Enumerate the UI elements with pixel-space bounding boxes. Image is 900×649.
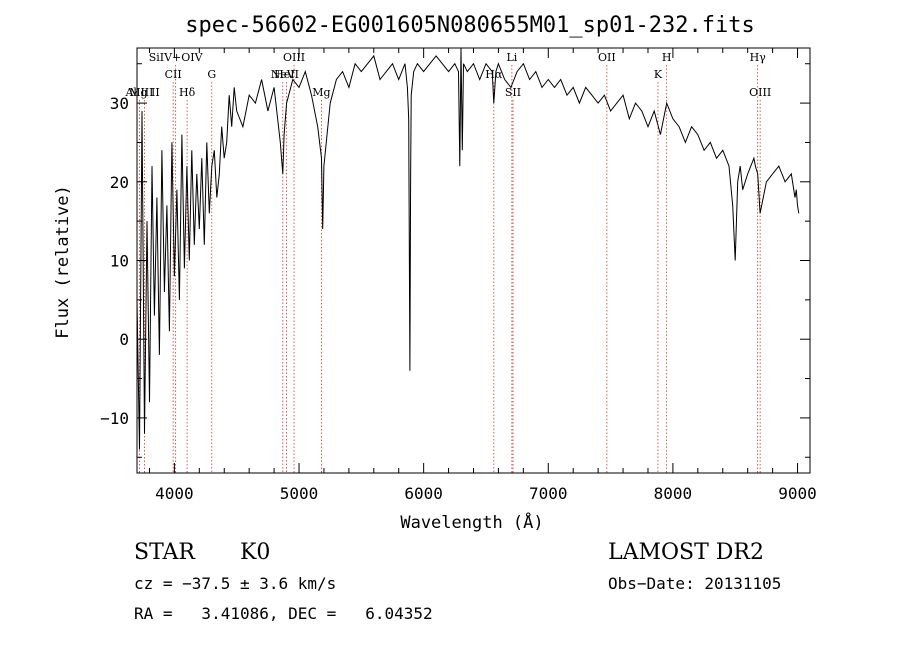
marker-label: OII: [598, 51, 616, 64]
y-tick-label: 0: [119, 330, 129, 349]
marker-label: OIII: [283, 51, 305, 64]
marker-label: H: [662, 51, 672, 64]
coordinates: RA = 3.41086, DEC = 6.04352: [134, 604, 433, 623]
chart-title: spec-56602-EG001605N080655M01_sp01-232.f…: [185, 13, 755, 38]
marker-label: Hδ: [179, 86, 196, 99]
marker-label: SiIV+OIV: [149, 51, 204, 64]
marker-label: K: [654, 68, 663, 81]
marker-label: NeV: [271, 68, 296, 81]
y-tick-label: −10: [100, 409, 129, 428]
spectrum-line: [136, 47, 800, 450]
marker-label: OIII: [749, 86, 771, 99]
marker-label: Mg II: [129, 86, 160, 99]
marker-label: Al III: [124, 86, 153, 99]
y-axis: −10 0 10 20 30: [100, 63, 810, 458]
marker-label: Li: [506, 51, 517, 64]
x-tick-label: 9000: [778, 484, 817, 503]
redshift-cz: cz = −37.5 ± 3.6 km/s: [134, 574, 337, 593]
x-axis: 4000 5000 6000 7000 8000 9000: [148, 48, 817, 503]
marker-label: Hγ: [750, 51, 767, 64]
y-axis-label: Flux (relative): [53, 185, 73, 339]
x-axis-label: Wavelength (Å): [400, 511, 543, 533]
spectral-subclass: K0: [240, 540, 271, 565]
x-tick-label: 8000: [654, 484, 693, 503]
spectral-class: STAR: [134, 540, 195, 565]
plot-frame: [136, 47, 811, 474]
y-tick-label: 30: [110, 94, 129, 113]
x-tick-label: 7000: [529, 484, 568, 503]
survey-name: LAMOST DR2: [608, 540, 764, 565]
y-tick-label: 10: [110, 252, 129, 271]
marker-label: Mg: [312, 86, 330, 99]
x-tick-label: 6000: [404, 484, 443, 503]
marker-label: CII: [165, 68, 182, 81]
marker-label: Hα: [485, 68, 503, 81]
y-tick-label: 20: [110, 173, 129, 192]
x-tick-label: 4000: [155, 484, 194, 503]
marker-label: HeII: [274, 68, 299, 81]
marker-label: G: [207, 68, 216, 81]
observation-date: Obs−Date: 20131105: [608, 574, 782, 593]
x-tick-label: 5000: [280, 484, 319, 503]
marker-label: SII: [505, 86, 521, 99]
